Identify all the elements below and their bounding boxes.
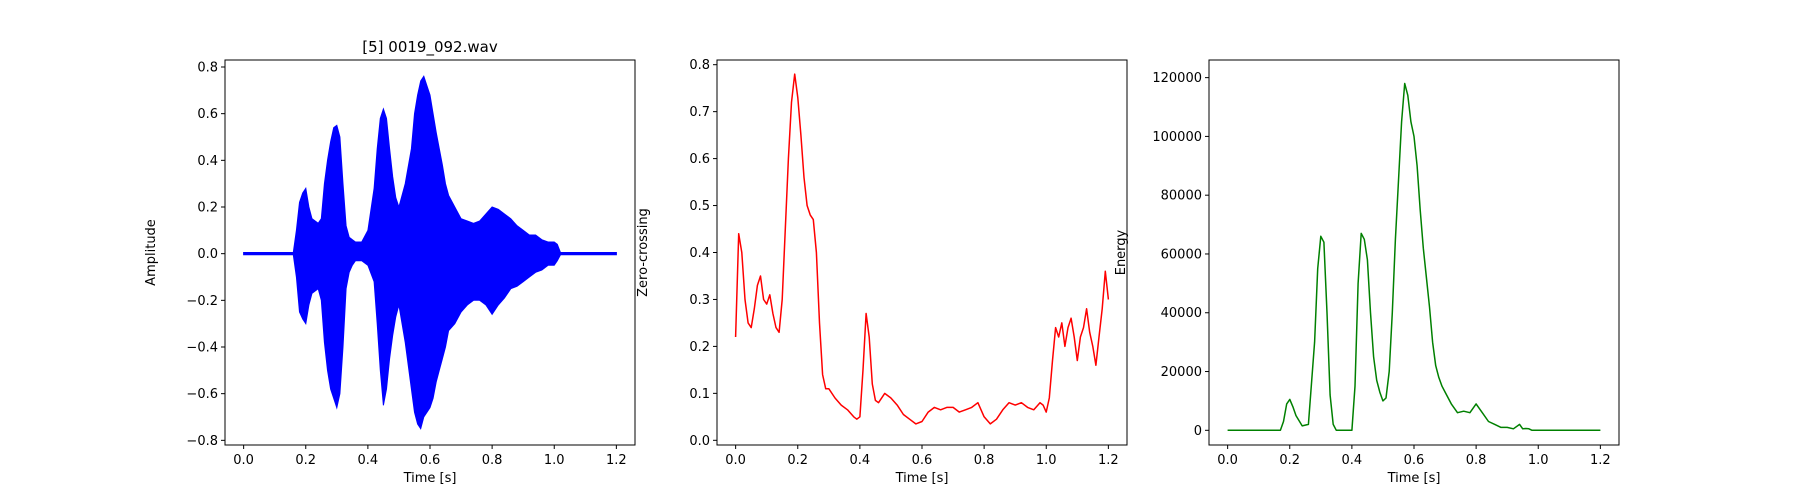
zero-crossing-y-tick-label: 0.2 <box>689 340 710 355</box>
energy-x-tick-label: 0.0 <box>1217 453 1238 468</box>
zero-crossing-y-tick-label: 0.7 <box>689 105 710 120</box>
energy-x-tick-label: 0.8 <box>1466 453 1487 468</box>
amplitude-y-tick-label: −0.2 <box>186 294 218 309</box>
zero-crossing-y-tick-label: 0.4 <box>689 246 710 261</box>
amplitude-y-tick-label: 0.4 <box>197 154 218 169</box>
energy-y-tick-label: 100000 <box>1152 130 1202 145</box>
zero-crossing-y-tick-label: 0.1 <box>689 387 710 402</box>
zero-crossing-x-tick-label: 0.4 <box>850 453 871 468</box>
amplitude-x-tick-label: 1.2 <box>606 453 627 468</box>
energy-y-tick-label: 60000 <box>1161 247 1202 262</box>
energy-y-tick-label: 120000 <box>1152 71 1202 86</box>
energy-plot-frame <box>1208 59 1620 446</box>
zero-crossing-x-axis-label: Time [s] <box>895 471 949 486</box>
zero-crossing-series-line <box>734 73 1110 425</box>
zero-crossing-x-tick-label: 1.0 <box>1036 453 1057 468</box>
energy-x-tick-label: 1.2 <box>1590 453 1611 468</box>
amplitude-x-tick-label: 1.0 <box>544 453 565 468</box>
amplitude-y-tick-label: 0.6 <box>197 107 218 122</box>
amplitude-axes: [5] 0019_092.wav Time [s] Amplitude 0.0 0… <box>144 38 636 486</box>
energy-x-tick-label: 0.2 <box>1279 453 1300 468</box>
amplitude-x-tick-label: 0.2 <box>295 453 316 468</box>
energy-y-tick-label: 80000 <box>1161 189 1202 204</box>
amplitude-y-tick-label: 0.2 <box>197 201 218 216</box>
zero-crossing-x-tick-label: 0.2 <box>787 453 808 468</box>
energy-series-line <box>1227 82 1601 432</box>
zero-crossing-x-tick-label: 0.0 <box>725 453 746 468</box>
zero-crossing-y-tick-label: 0.0 <box>689 434 710 449</box>
amplitude-y-tick-label: 0.0 <box>197 247 218 262</box>
amplitude-waveform-series <box>243 75 617 430</box>
energy-x-tick-label: 0.6 <box>1404 453 1425 468</box>
amplitude-x-tick-label: 0.8 <box>482 453 503 468</box>
energy-axes: Time [s] Energy 0.0 0.2 0.4 0.6 0.8 1.0 1.2 0 20… <box>1114 59 1620 486</box>
amplitude-x-tick-label: 0.4 <box>358 453 379 468</box>
zero-crossing-x-tick-label: 0.6 <box>912 453 933 468</box>
zero-crossing-y-tick-label: 0.5 <box>689 199 710 214</box>
zero-crossing-y-tick-label: 0.3 <box>689 293 710 308</box>
amplitude-y-tick-label: −0.8 <box>186 434 218 449</box>
zero-crossing-x-tick-label: 1.2 <box>1098 453 1119 468</box>
energy-x-tick-label: 1.0 <box>1528 453 1549 468</box>
amplitude-x-axis-label: Time [s] <box>403 471 457 486</box>
zero-crossing-axes: Time [s] Zero-crossing 0.0 0.2 0.4 0.6 0.8 1.… <box>636 58 1128 486</box>
energy-y-axis-label: Energy <box>1114 229 1129 275</box>
zero-crossing-y-tick-label: 0.8 <box>689 58 710 73</box>
zero-crossing-x-tick-label: 0.8 <box>974 453 995 468</box>
amplitude-chart-title: [5] 0019_092.wav <box>362 38 498 57</box>
energy-x-axis-label: Time [s] <box>1387 471 1441 486</box>
energy-y-tick-label: 20000 <box>1161 365 1202 380</box>
amplitude-y-axis-label: Amplitude <box>144 219 159 286</box>
zero-crossing-plot-frame <box>716 59 1128 446</box>
energy-x-tick-label: 0.4 <box>1342 453 1363 468</box>
energy-y-tick-label: 40000 <box>1161 306 1202 321</box>
amplitude-x-tick-label: 0.6 <box>420 453 441 468</box>
zero-crossing-y-tick-label: 0.6 <box>689 152 710 167</box>
amplitude-y-tick-label: −0.4 <box>186 341 218 356</box>
zero-crossing-y-axis-label: Zero-crossing <box>636 208 651 297</box>
amplitude-x-tick-label: 0.0 <box>233 453 254 468</box>
amplitude-y-tick-label: −0.6 <box>186 387 218 402</box>
energy-y-tick-label: 0 <box>1194 424 1202 439</box>
amplitude-y-tick-label: 0.8 <box>197 61 218 76</box>
